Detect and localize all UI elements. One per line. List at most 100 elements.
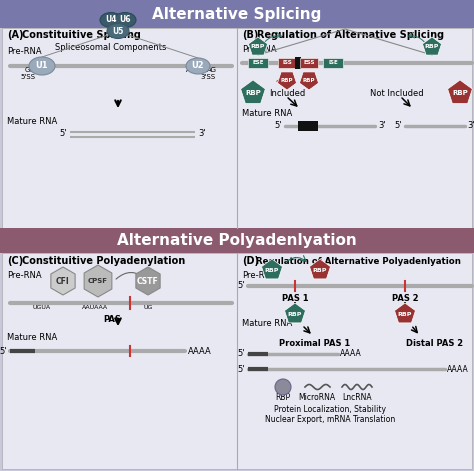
Ellipse shape: [29, 57, 55, 75]
Text: GU: GU: [25, 67, 35, 73]
Text: Mature RNA: Mature RNA: [7, 116, 57, 125]
Text: Pre-RNA: Pre-RNA: [7, 47, 42, 56]
Polygon shape: [248, 37, 267, 55]
FancyBboxPatch shape: [298, 121, 318, 131]
Text: A: A: [186, 67, 191, 73]
Text: (A): (A): [7, 30, 24, 40]
FancyBboxPatch shape: [2, 253, 472, 469]
Text: PAS 1: PAS 1: [282, 294, 308, 303]
Text: (D): (D): [242, 256, 259, 266]
Text: (B): (B): [242, 30, 258, 40]
Text: 5': 5': [60, 130, 67, 138]
Polygon shape: [447, 80, 473, 104]
Text: RBP: RBP: [245, 90, 261, 96]
Polygon shape: [300, 72, 319, 90]
Ellipse shape: [186, 58, 210, 74]
Text: 5': 5': [237, 282, 245, 291]
Text: U1: U1: [36, 62, 48, 71]
Text: RBP: RBP: [313, 268, 327, 273]
Text: Constituitive Polyadenylation: Constituitive Polyadenylation: [22, 256, 185, 266]
Polygon shape: [262, 259, 283, 279]
Text: CPSF: CPSF: [88, 278, 108, 284]
Text: ESS: ESS: [303, 60, 315, 65]
Text: 5': 5': [394, 122, 402, 130]
Text: Included: Included: [269, 89, 305, 97]
Text: 5': 5': [237, 349, 245, 358]
Ellipse shape: [100, 13, 122, 27]
Text: Pre-RNA: Pre-RNA: [7, 270, 42, 279]
Text: Mature RNA: Mature RNA: [7, 333, 57, 341]
Text: PAS: PAS: [103, 315, 121, 324]
Text: Nuclear Export, mRNA Translation: Nuclear Export, mRNA Translation: [265, 414, 395, 423]
Polygon shape: [422, 37, 441, 55]
Text: Mature RNA: Mature RNA: [242, 108, 292, 117]
Text: U2: U2: [191, 62, 204, 71]
Text: Spliceosomal Components: Spliceosomal Components: [55, 42, 166, 51]
Text: RBP: RBP: [452, 90, 468, 96]
Polygon shape: [136, 267, 160, 295]
Text: MicroRNA: MicroRNA: [299, 393, 336, 403]
Text: LncRNA: LncRNA: [342, 393, 372, 403]
FancyBboxPatch shape: [323, 58, 343, 68]
Polygon shape: [284, 303, 305, 323]
Text: AAAA: AAAA: [188, 347, 212, 356]
Circle shape: [275, 379, 291, 395]
FancyBboxPatch shape: [2, 28, 472, 228]
Text: Alternative Splicing: Alternative Splicing: [152, 7, 322, 22]
Text: RBP: RBP: [281, 78, 293, 82]
Polygon shape: [51, 267, 75, 295]
Text: Regulation of Alternative Splicing: Regulation of Alternative Splicing: [257, 30, 444, 40]
Text: 5': 5': [237, 365, 245, 374]
Text: 5': 5': [0, 347, 7, 356]
Text: AG: AG: [207, 67, 217, 73]
FancyBboxPatch shape: [295, 57, 301, 69]
Polygon shape: [277, 72, 297, 90]
Polygon shape: [394, 303, 416, 323]
Text: PAS 2: PAS 2: [392, 294, 419, 303]
FancyBboxPatch shape: [0, 228, 474, 253]
Text: AAUAAA: AAUAAA: [82, 305, 108, 310]
Polygon shape: [310, 259, 330, 279]
Text: 5'SS: 5'SS: [20, 74, 36, 80]
Text: Proximal PAS 1: Proximal PAS 1: [279, 339, 351, 348]
Text: 5': 5': [274, 122, 282, 130]
Text: CSTF: CSTF: [137, 276, 159, 285]
FancyBboxPatch shape: [248, 58, 268, 68]
FancyBboxPatch shape: [278, 58, 296, 68]
Text: Pre-RNA: Pre-RNA: [242, 46, 277, 55]
Text: UG: UG: [143, 305, 153, 310]
FancyBboxPatch shape: [300, 58, 318, 68]
Text: Constituitive Splicing: Constituitive Splicing: [22, 30, 141, 40]
Text: Regulation of Alternative Polyadenlyation: Regulation of Alternative Polyadenlyatio…: [256, 257, 461, 266]
Text: U4: U4: [105, 16, 117, 24]
Text: CFI: CFI: [56, 276, 70, 285]
Text: RBP: RBP: [251, 44, 265, 49]
Text: Alternative Polyadenlyation: Alternative Polyadenlyation: [117, 233, 357, 248]
Text: Protein Localization, Stability: Protein Localization, Stability: [274, 405, 386, 414]
Text: 3': 3': [378, 122, 386, 130]
Text: RBP: RBP: [288, 311, 302, 317]
Text: ISS: ISS: [282, 60, 292, 65]
Text: ESE: ESE: [252, 60, 264, 65]
FancyBboxPatch shape: [0, 0, 474, 28]
Polygon shape: [241, 80, 265, 104]
Text: AAAA: AAAA: [340, 349, 362, 358]
Text: RBP: RBP: [265, 268, 279, 273]
Text: Not Included: Not Included: [370, 89, 424, 97]
Text: U6: U6: [119, 16, 131, 24]
Text: Pre-RNA: Pre-RNA: [242, 270, 277, 279]
Text: (C): (C): [7, 256, 23, 266]
Text: 3': 3': [467, 122, 474, 130]
Text: RBP: RBP: [425, 44, 439, 49]
Text: Mature RNA: Mature RNA: [242, 319, 292, 328]
Text: RBP: RBP: [275, 393, 291, 403]
Text: 3'SS: 3'SS: [201, 74, 216, 80]
Text: U5: U5: [112, 26, 124, 35]
Text: 3': 3': [198, 130, 206, 138]
Text: Distal PAS 2: Distal PAS 2: [406, 339, 464, 348]
Text: RBP: RBP: [398, 311, 412, 317]
Text: ISE: ISE: [328, 60, 338, 65]
Ellipse shape: [114, 13, 136, 27]
Text: UGUA: UGUA: [33, 305, 51, 310]
Ellipse shape: [107, 24, 129, 39]
